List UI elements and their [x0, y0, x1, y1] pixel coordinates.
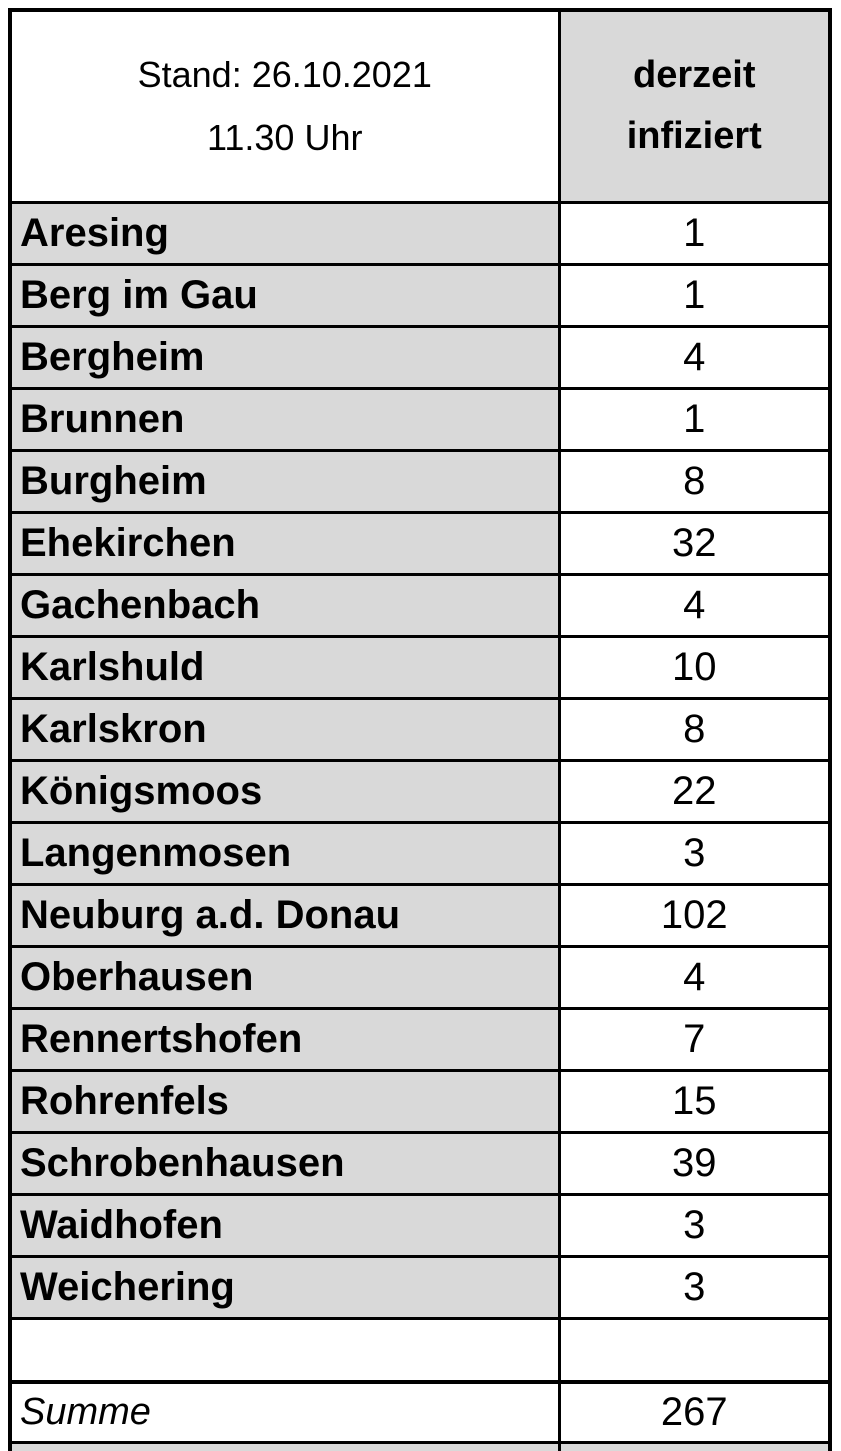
cut-off-cell-left — [8, 1440, 561, 1451]
table-row-bergheim: Bergheim 4 — [8, 324, 832, 390]
date-header-cell: Stand: 26.10.2021 11.30 Uhr — [8, 8, 561, 204]
total-label: Summe — [8, 1380, 561, 1444]
infected-count: 39 — [557, 1130, 832, 1196]
municipality-name: Burgheim — [8, 448, 561, 514]
infected-count: 1 — [557, 262, 832, 328]
municipality-name: Neuburg a.d. Donau — [8, 882, 561, 948]
municipality-name: Oberhausen — [8, 944, 561, 1010]
table-row-schrobenhausen: Schrobenhausen 39 — [8, 1130, 832, 1196]
table-row-ehekirchen: Ehekirchen 32 — [8, 510, 832, 576]
table-row-koenigsmoos: Königsmoos 22 — [8, 758, 832, 824]
table-row-langenmosen: Langenmosen 3 — [8, 820, 832, 886]
municipality-name: Weichering — [8, 1254, 561, 1320]
infected-count: 10 — [557, 634, 832, 700]
spacer-cell-right — [557, 1316, 832, 1384]
municipality-name: Karlshuld — [8, 634, 561, 700]
table-row-oberhausen: Oberhausen 4 — [8, 944, 832, 1010]
municipality-name: Ehekirchen — [8, 510, 561, 576]
infected-count: 4 — [557, 944, 832, 1010]
infected-count: 4 — [557, 572, 832, 638]
municipality-name: Karlskron — [8, 696, 561, 762]
infected-count: 3 — [557, 820, 832, 886]
infection-table: Stand: 26.10.2021 11.30 Uhr derzeit infi… — [8, 8, 832, 1451]
table-row-gachenbach: Gachenbach 4 — [8, 572, 832, 638]
table-row-neuburg: Neuburg a.d. Donau 102 — [8, 882, 832, 948]
infected-count: 22 — [557, 758, 832, 824]
infected-count: 1 — [557, 200, 832, 266]
cut-off-cell-right — [557, 1440, 832, 1451]
table-row-karlskron: Karlskron 8 — [8, 696, 832, 762]
municipality-name: Gachenbach — [8, 572, 561, 638]
table-row-waidhofen: Waidhofen 3 — [8, 1192, 832, 1258]
municipality-name: Berg im Gau — [8, 262, 561, 328]
table-row-weichering: Weichering 3 — [8, 1254, 832, 1320]
table-row-karlshuld: Karlshuld 10 — [8, 634, 832, 700]
infected-count: 102 — [557, 882, 832, 948]
table-row-berg-im-gau: Berg im Gau 1 — [8, 262, 832, 328]
stand-date-line: Stand: 26.10.2021 — [137, 54, 432, 96]
spacer-row — [8, 1316, 832, 1384]
municipality-name: Langenmosen — [8, 820, 561, 886]
stand-time-line: 11.30 Uhr — [207, 117, 363, 159]
table-header-row: Stand: 26.10.2021 11.30 Uhr derzeit infi… — [8, 8, 832, 204]
infected-count: 7 — [557, 1006, 832, 1072]
infected-count: 8 — [557, 448, 832, 514]
infected-column-header-cell: derzeit infiziert — [557, 8, 832, 204]
municipality-name: Rohrenfels — [8, 1068, 561, 1134]
municipality-name: Königsmoos — [8, 758, 561, 824]
table-row-rohrenfels: Rohrenfels 15 — [8, 1068, 832, 1134]
municipality-name: Schrobenhausen — [8, 1130, 561, 1196]
municipality-name: Aresing — [8, 200, 561, 266]
table-row-burgheim: Burgheim 8 — [8, 448, 832, 514]
table-row-aresing: Aresing 1 — [8, 200, 832, 266]
total-row: Summe 267 — [8, 1380, 832, 1444]
table-row-rennertshofen: Rennertshofen 7 — [8, 1006, 832, 1072]
infected-count: 8 — [557, 696, 832, 762]
infected-count: 32 — [557, 510, 832, 576]
municipality-name: Rennertshofen — [8, 1006, 561, 1072]
total-value: 267 — [557, 1380, 832, 1444]
infected-count: 4 — [557, 324, 832, 390]
infected-count: 15 — [557, 1068, 832, 1134]
cut-off-row — [8, 1440, 832, 1451]
infected-count: 1 — [557, 386, 832, 452]
table-row-brunnen: Brunnen 1 — [8, 386, 832, 452]
municipality-name: Brunnen — [8, 386, 561, 452]
infected-header-line1: derzeit — [633, 54, 756, 97]
municipality-name: Bergheim — [8, 324, 561, 390]
infected-header-line2: infiziert — [626, 115, 762, 158]
infected-count: 3 — [557, 1254, 832, 1320]
infected-count: 3 — [557, 1192, 832, 1258]
municipality-name: Waidhofen — [8, 1192, 561, 1258]
spacer-cell-left — [8, 1316, 561, 1384]
